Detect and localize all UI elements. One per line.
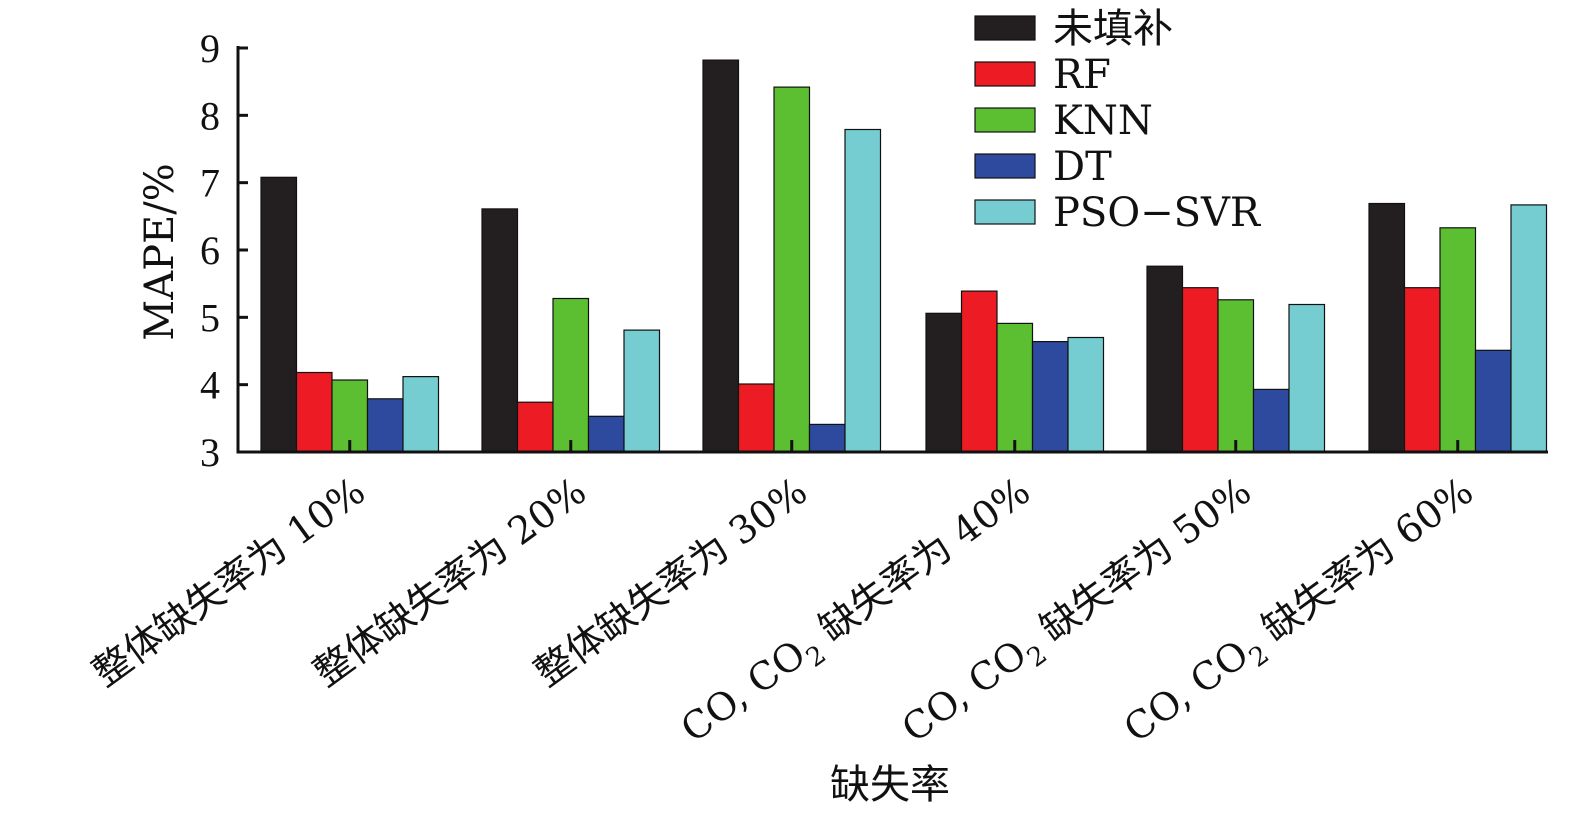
bar-5-group-5	[1288, 303, 1326, 453]
bar-5-group-6	[1510, 204, 1548, 453]
bar-4-group-6	[1474, 349, 1512, 453]
bar-5-group-3	[844, 128, 882, 453]
bar-2-group-1	[295, 371, 333, 453]
category-label-6: CO, CO2 缺失率为 60%	[1116, 469, 1486, 758]
bar-2-group-5	[1181, 287, 1219, 453]
y-axis-title: MAPE/%	[137, 163, 183, 340]
bar-4-group-3	[808, 423, 846, 453]
legend-label-5: PSO−SVR	[1053, 190, 1262, 236]
y-tick-label-6: 6	[200, 228, 220, 273]
bar-1-group-2	[481, 208, 519, 453]
bar-1-group-4	[925, 312, 963, 453]
bar-2-group-6	[1403, 287, 1441, 453]
bar-1-group-3	[702, 59, 740, 453]
y-tick-label-8: 8	[200, 93, 220, 138]
bar-5-group-1	[402, 376, 440, 453]
y-tick-label-5: 5	[200, 295, 220, 340]
legend-swatch-4	[974, 153, 1036, 179]
y-tick-label-9: 9	[200, 26, 220, 71]
bar-3-group-4	[996, 322, 1034, 453]
bar-1-group-1	[260, 176, 298, 453]
legend-label-4: DT	[1053, 144, 1112, 190]
legend-label-2: RF	[1053, 52, 1111, 98]
bar-4-group-4	[1031, 341, 1069, 453]
bar-3-group-3	[773, 86, 811, 453]
bar-5-group-2	[623, 329, 661, 453]
bar-3-group-2	[552, 297, 590, 453]
bar-1-group-5	[1146, 265, 1184, 453]
bar-4-group-1	[366, 398, 404, 453]
bar-1-group-6	[1368, 202, 1406, 453]
legend-label-3: KNN	[1053, 98, 1153, 144]
bar-4-group-2	[587, 415, 625, 453]
bar-3-group-5	[1217, 299, 1255, 453]
y-tick-label-7: 7	[200, 161, 220, 206]
bar-2-group-2	[516, 401, 554, 453]
bar-4-group-5	[1252, 388, 1290, 453]
legend-swatch-3	[974, 107, 1036, 133]
bar-5-group-4	[1067, 336, 1105, 453]
bars-layer	[260, 59, 1548, 453]
y-tick-label-4: 4	[200, 363, 220, 408]
bar-2-group-3	[737, 383, 775, 453]
legend-swatch-1	[974, 15, 1036, 41]
bar-3-group-6	[1439, 227, 1477, 453]
y-tick-label-3: 3	[200, 430, 220, 475]
legend-swatch-2	[974, 61, 1036, 87]
legend-swatch-5	[974, 199, 1036, 225]
bar-2-group-4	[960, 290, 998, 453]
legend-label-1: 未填补	[1053, 6, 1173, 52]
category-label-5: CO, CO2 缺失率为 50%	[894, 469, 1264, 758]
x-axis-title: 缺失率	[830, 762, 950, 808]
